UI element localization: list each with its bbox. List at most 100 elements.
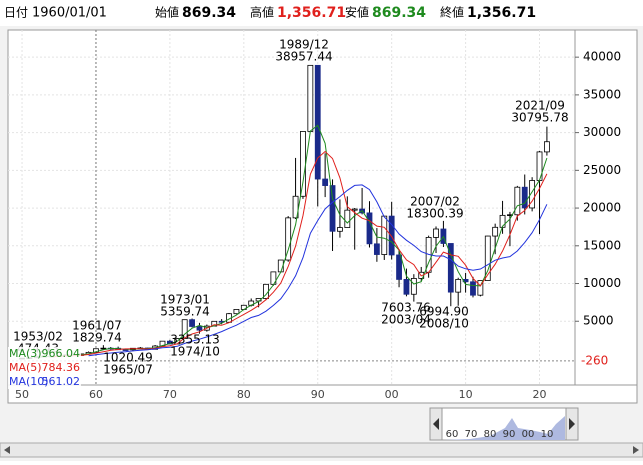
annotation: 30795.78	[511, 111, 568, 125]
annotation: 1961/07	[72, 319, 122, 333]
candle-body	[351, 208, 358, 211]
candle-body	[544, 141, 550, 153]
candle-body	[529, 180, 536, 209]
x-tick-label: 70	[163, 388, 177, 401]
annotation: 1965/07	[103, 363, 153, 377]
annotation: 38957.44	[275, 50, 332, 64]
date-label: 日付	[4, 6, 28, 20]
y-axis-area	[574, 29, 638, 386]
candle-body	[233, 309, 240, 315]
candle-body	[403, 279, 410, 295]
x-tick-label: 10	[459, 388, 473, 401]
candle-body	[285, 217, 292, 261]
candle-body	[499, 214, 506, 228]
candle-body	[337, 227, 343, 232]
nav-mini-area	[443, 416, 565, 440]
candle-body	[373, 243, 380, 255]
ma-line	[51, 150, 548, 358]
annotation: 1829.74	[72, 331, 122, 345]
plot-area	[7, 29, 576, 386]
annotation: 18300.39	[406, 207, 463, 221]
ma-line	[88, 184, 548, 357]
x-tick-label: 50	[15, 388, 29, 401]
candle-body	[433, 228, 439, 238]
legend-name: MA(3)	[9, 347, 42, 360]
annotation: 7603.76	[381, 301, 431, 315]
legend-name: MA(10)	[9, 375, 49, 388]
x-tick-label: 90	[311, 388, 325, 401]
annotation: 1974/10	[170, 345, 220, 359]
navigator[interactable]	[429, 407, 579, 441]
y-tick-label: 15000	[583, 238, 621, 252]
header-value: 869.34	[182, 5, 236, 21]
legend-box	[8, 347, 81, 361]
legend-value: 784.36	[42, 361, 81, 374]
header-value: 869.34	[372, 5, 426, 21]
navigator-label: 90	[503, 429, 516, 440]
annotation: 1973/01	[160, 293, 210, 307]
annotation: 1989/12	[279, 38, 329, 52]
nav-left-arrow	[433, 418, 439, 430]
candle-body	[396, 254, 402, 280]
x-tick-label: 00	[385, 388, 399, 401]
candle-body	[322, 178, 329, 186]
scrollbar[interactable]	[0, 442, 643, 458]
y-tick-label: 20000	[583, 201, 621, 215]
annotation: 3355.13	[170, 333, 220, 347]
annotation: 2007/02	[410, 195, 460, 209]
nav-right-arrow	[569, 418, 575, 430]
annotation: 5359.74	[160, 305, 210, 319]
navigator-label: 00	[522, 429, 535, 440]
candle-body	[159, 340, 166, 347]
y-tick-label: 30000	[583, 125, 621, 139]
candle-body	[292, 195, 299, 219]
x-tick-label: 60	[89, 388, 103, 401]
navigator-label: 10	[541, 429, 554, 440]
candle-body	[470, 281, 476, 296]
candle-body	[189, 319, 195, 327]
y-tick-label: 25000	[583, 163, 621, 177]
header-bar	[0, 0, 643, 26]
candle-body	[300, 131, 306, 197]
annotation: 6994.90	[419, 305, 469, 319]
candle-body	[388, 215, 395, 256]
header-label: 安値	[345, 5, 369, 20]
navigator-label: 60	[446, 429, 459, 440]
scroll-right[interactable]	[633, 446, 639, 454]
annotation: 2021/09	[515, 99, 565, 113]
legend-value: 561.02	[42, 375, 81, 388]
legend-box	[8, 375, 81, 389]
candle-body	[196, 326, 203, 331]
legend-box	[8, 361, 81, 375]
header-label: 始値	[155, 5, 179, 20]
candle-body	[447, 243, 454, 293]
header-value: 1,356.71	[467, 5, 536, 21]
legend-name: MA(5)	[9, 361, 42, 374]
date: 1960/01/01	[32, 6, 107, 21]
candle-body	[314, 64, 321, 180]
y-tick-label: 10000	[583, 276, 621, 290]
annotation: 2008/10	[419, 317, 469, 331]
candle-body	[366, 212, 373, 245]
candle-body	[514, 186, 521, 216]
annotation: 1020.49	[103, 351, 153, 365]
x-tick-label: 80	[237, 388, 251, 401]
annotation: 2003/04	[381, 313, 431, 327]
scroll-left[interactable]	[4, 446, 10, 454]
candle-body	[344, 209, 351, 228]
navigator-label: 80	[484, 429, 497, 440]
candle-body	[455, 278, 462, 293]
annotation: 1953/02	[13, 330, 63, 344]
y-tick-label: 40000	[583, 50, 621, 64]
candle-body	[307, 64, 314, 132]
header-label: 終値	[440, 5, 464, 20]
candle-body	[100, 347, 107, 350]
header-value: 1,356.71	[277, 5, 346, 21]
legend-value: 966.04	[42, 347, 81, 360]
candle-body	[381, 215, 388, 255]
candle-body	[329, 185, 336, 232]
x-axis-area	[7, 384, 638, 404]
y-tick-label: 5000	[583, 314, 614, 328]
